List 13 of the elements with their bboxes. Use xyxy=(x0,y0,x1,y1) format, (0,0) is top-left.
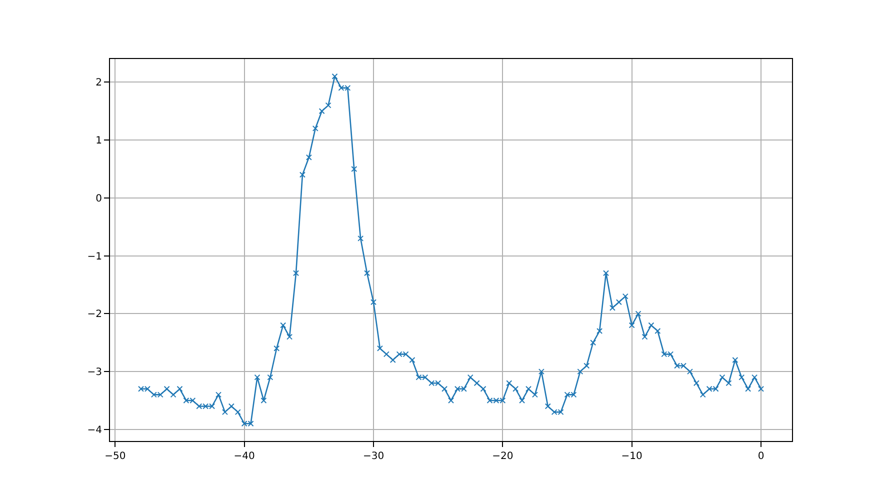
x-tick-label: −10 xyxy=(621,451,642,462)
x-tick-label: −30 xyxy=(362,451,384,462)
x-tick-label: 0 xyxy=(758,451,764,462)
x-tick-label: −50 xyxy=(104,451,126,462)
x-tick-label: −20 xyxy=(492,451,514,462)
y-tick-label: 0 xyxy=(96,193,102,204)
y-tick-label: −4 xyxy=(87,424,102,436)
y-tick-label: −2 xyxy=(87,309,102,320)
y-tick-label: −1 xyxy=(87,251,102,262)
x-tick-label: −40 xyxy=(234,451,255,462)
y-tick-label: −3 xyxy=(87,367,102,378)
y-tick-label: 2 xyxy=(96,78,102,89)
y-tick-label: 1 xyxy=(96,136,102,147)
